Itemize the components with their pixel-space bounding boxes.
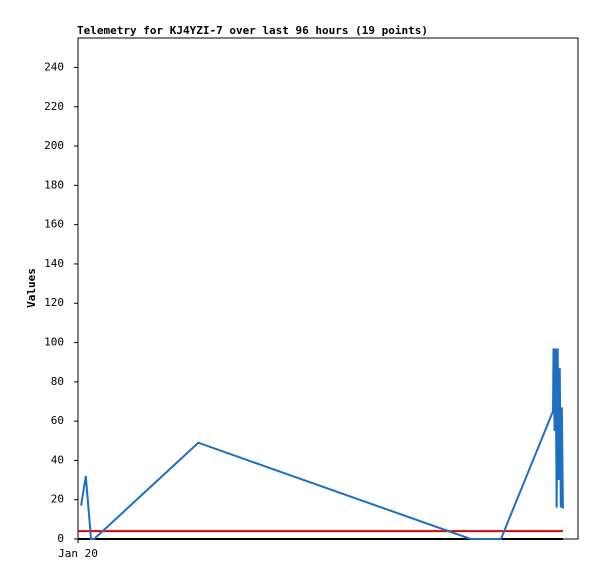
y-tick-label: 140 [44,257,64,270]
y-tick-label: 120 [44,296,64,309]
chart-title: Telemetry for KJ4YZI-7 over last 96 hour… [77,24,428,37]
y-tick-label: 60 [51,414,64,427]
y-tick-label: 200 [44,139,64,152]
y-tick-label: 100 [44,336,64,349]
x-tick-label: Jan 20 [58,547,98,560]
y-tick-label: 40 [51,453,64,466]
y-tick-label: 180 [44,178,64,191]
y-tick-label: 220 [44,100,64,113]
y-tick-label: 0 [57,532,64,545]
y-tick-label: 240 [44,60,64,73]
y-tick-label: 160 [44,218,64,231]
y-tick-label: 80 [51,375,64,388]
data-line [80,348,564,540]
y-tick-label: 20 [51,493,64,506]
plot-frame [77,37,579,540]
y-axis-label: Values [25,268,38,308]
